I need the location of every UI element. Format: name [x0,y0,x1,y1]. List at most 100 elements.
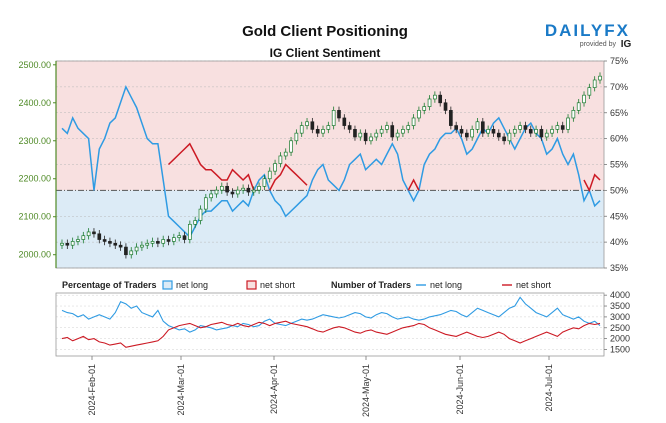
candle-body [459,129,464,134]
candle-body [560,125,565,130]
candle-body [433,94,437,100]
candle-body [582,94,586,104]
price-axis: 2000.00 2100.00 2200.00 2300.00 2400.00 2500.… [18,60,57,268]
candle-body [470,129,474,138]
price-sentiment-panel: 2000.00 2100.00 2200.00 2300.00 2400.00 2500.… [18,56,628,273]
candle-body [161,239,166,244]
chart-title: Gold Client Positioning [242,23,408,40]
candle-body [198,208,203,221]
count-tick-label: 2500 [610,323,630,333]
candle [550,125,554,137]
candle [555,121,560,134]
candle [145,239,150,250]
candle [92,228,96,238]
candle-body [118,244,123,248]
candle [166,235,171,246]
date-tick-label: 2024-Jun-01 [455,364,465,415]
candle-body [369,136,373,142]
percent-axis: 35% 40% 45% 50% 55% 60% 65% 70% 75% [604,56,628,273]
net-short-percent-line [167,142,601,193]
candle [257,182,261,194]
legend-pct-title: Percentage of Traders [62,280,157,290]
candle [124,243,128,259]
candle-body [374,132,379,138]
candle-body [342,117,347,126]
candle-body [422,106,427,111]
candle [321,125,325,137]
candle-body [81,235,86,240]
candle-body [512,129,517,134]
candle [523,121,528,134]
candle [294,129,299,145]
candle [512,125,517,137]
candle-body [347,125,352,130]
candle-body [230,191,235,195]
percent-tick-label: 75% [610,56,628,66]
candle-body [496,132,501,138]
candle [134,243,139,255]
percent-tick-label: 45% [610,211,628,221]
candle [273,159,277,175]
candle-body [550,129,554,134]
candle-body [390,125,395,138]
candle [246,184,251,196]
legend-num-short: net short [516,280,552,290]
candle [560,121,565,134]
candle-body [251,189,256,193]
candle [443,98,448,115]
candle [60,239,64,250]
candle-body [92,231,96,235]
candle-body [299,125,304,134]
price-tick-label: 2400.00 [18,98,51,108]
candle [406,121,411,134]
candle-body [566,117,570,130]
candle [411,114,416,130]
candle-body [219,185,224,191]
candle [118,241,123,251]
candle [203,193,208,213]
candle-body [571,110,576,119]
candle-body [528,129,533,134]
candle [475,117,480,134]
candle-body [278,155,283,164]
candle [267,167,272,183]
candle [331,106,336,130]
candle [491,125,496,137]
candle [502,133,506,145]
candle-body [305,121,309,126]
candle [353,125,357,141]
candle-body [193,220,197,225]
candle [566,114,570,134]
candle [214,186,219,198]
candle [385,121,389,134]
candle [113,239,118,250]
candle [369,133,373,145]
candle-body [310,121,315,130]
net-long-zone [56,190,604,268]
candle [310,117,315,134]
candle [251,186,256,196]
candle [539,125,544,141]
candle-body [273,163,277,172]
percent-tick-label: 35% [610,263,628,273]
legend-pct-long-swatch [162,280,173,290]
candle [198,205,203,225]
candle-body [140,244,144,248]
candle [230,188,235,198]
candle-body [587,87,592,96]
candle-body [267,170,272,180]
candle [161,235,166,248]
candle [427,95,432,111]
percent-tick-label: 60% [610,134,628,144]
candle [342,114,347,130]
legend-pct-short-swatch [246,280,257,290]
candle-body [480,121,485,134]
count-tick-label: 1500 [610,344,630,354]
price-tick-label: 2100.00 [18,212,51,222]
date-tick-label: 2024-Apr-01 [269,364,279,414]
candle-body [241,187,245,191]
candle [454,121,459,134]
candle [433,91,437,103]
candle-body [257,185,261,191]
candle [188,220,192,244]
